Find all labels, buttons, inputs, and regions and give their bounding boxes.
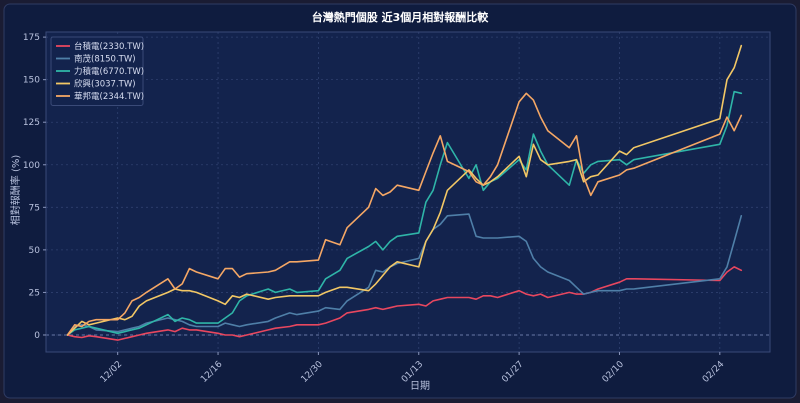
y-tick-label: 50 — [29, 246, 41, 256]
x-axis-label: 日期 — [410, 380, 430, 392]
legend-label: 欣興(3037.TW) — [74, 79, 136, 90]
chart-title: 台灣熱門個股 近3個月相對報酬比較 — [312, 10, 489, 24]
legend-label: 南茂(8150.TW) — [74, 54, 136, 65]
legend: 台積電(2330.TW) 南茂(8150.TW)力積電(6770.TW) 欣興(30… — [50, 36, 144, 106]
legend-box — [50, 36, 144, 106]
plot-area — [46, 32, 770, 352]
y-tick-label: 25 — [29, 288, 40, 298]
y-tick-label: 150 — [23, 76, 40, 86]
legend-label: 力積電(6770.TW) — [74, 66, 144, 77]
series-line-2 — [66, 213, 743, 336]
y-axis: 0 25 50 75 100 125 150 175 — [23, 33, 46, 341]
y-tick-label: 125 — [23, 118, 40, 128]
plot-frame — [45, 31, 771, 353]
legend-label: 台積電(2330.TW) — [74, 41, 144, 52]
y-axis-label: 相對報酬率 (%) — [9, 155, 22, 226]
legend-label: 華邦電(2344.TW) — [74, 91, 144, 102]
y-tick-label: 100 — [23, 161, 40, 171]
y-tick-label: 175 — [23, 33, 40, 43]
series-line-5 — [66, 92, 743, 336]
series-line-1 — [66, 266, 743, 341]
series-group — [66, 44, 743, 341]
y-tick-label: 75 — [29, 203, 40, 213]
y-tick-label: 0 — [34, 331, 40, 341]
series-line-4 — [66, 44, 743, 336]
